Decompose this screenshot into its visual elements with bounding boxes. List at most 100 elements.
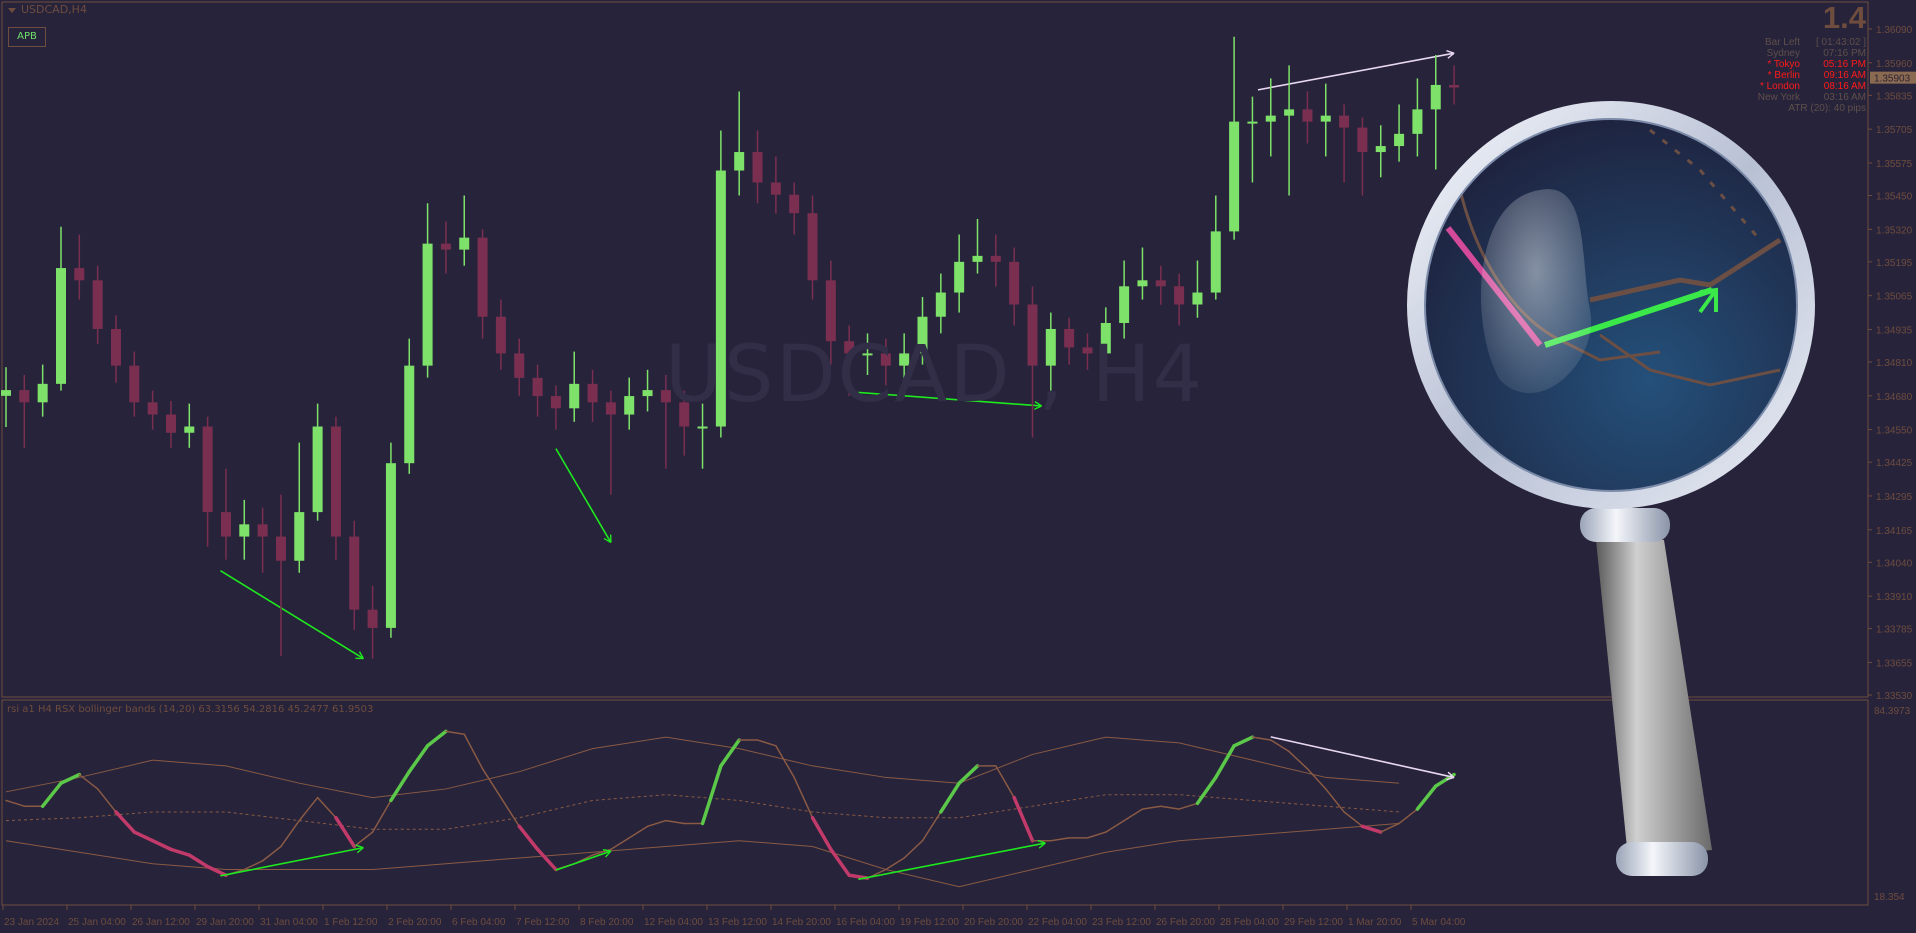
candle <box>990 234 1001 287</box>
rsx-segment <box>957 764 980 785</box>
candle <box>972 218 983 274</box>
rsx-segment <box>1398 808 1419 825</box>
chart-frame <box>1 1 1869 906</box>
rsx-segment <box>610 837 630 851</box>
date-tick-label: 26 Feb 20:00 <box>1156 917 1215 928</box>
candle <box>404 338 415 474</box>
rsx-segment <box>371 799 392 833</box>
candle <box>1100 307 1111 365</box>
candle-body <box>422 243 433 366</box>
rsx-divergence-line-arrowhead <box>356 847 364 854</box>
divergence-line <box>220 569 364 660</box>
rsx-segment <box>829 847 851 877</box>
candle <box>734 91 745 196</box>
rsx-segment <box>995 765 1015 799</box>
candle <box>569 351 580 422</box>
candle <box>110 315 121 383</box>
divergence-line-arrowhead <box>1446 50 1455 54</box>
candle-body <box>1027 304 1038 366</box>
dropdown-triangle-icon[interactable] <box>8 7 16 13</box>
candle-body <box>165 414 176 433</box>
session-value: [ 01:43:02 ] <box>1815 37 1866 48</box>
date-tick-label: 22 Feb 04:00 <box>1028 917 1087 928</box>
date-tick-label: 26 Jan 12:00 <box>132 917 190 928</box>
candle <box>752 130 763 204</box>
candle-body <box>624 396 635 415</box>
session-value: 03:16 AM <box>1823 92 1866 103</box>
candle-body <box>679 402 690 427</box>
candle-body <box>294 512 305 561</box>
rsx-segment <box>756 739 777 747</box>
rsx-segment <box>700 764 723 826</box>
candles <box>1 36 1460 659</box>
candle <box>184 403 195 448</box>
rsx-segment <box>1123 808 1144 822</box>
session-value: 05:16 PM <box>1823 59 1866 70</box>
candle <box>1357 117 1368 196</box>
rsx-divergence-line-arrowhead <box>604 850 612 858</box>
date-tick-label: 5 Mar 04:00 <box>1412 917 1466 928</box>
price-tick-label: 1.34810 <box>1876 358 1913 369</box>
candle-body <box>1229 121 1240 232</box>
candle <box>642 369 653 412</box>
candle-body <box>1174 286 1185 305</box>
candle <box>165 401 176 448</box>
apb-button[interactable]: APB <box>8 27 46 47</box>
candle-body <box>899 353 910 366</box>
rsx-segment <box>298 796 319 822</box>
divergence-line-arrowhead <box>1447 52 1455 59</box>
rsx-segment <box>1105 819 1125 833</box>
rsx-segment <box>334 815 357 849</box>
candle-body <box>312 426 323 513</box>
candle-body <box>752 152 763 183</box>
candle-body <box>1082 347 1093 354</box>
candle-body <box>1265 115 1276 122</box>
symbol-title[interactable]: USDCAD,H4 <box>8 3 87 16</box>
atr-readout: ATR (20): 40 pips <box>1788 103 1866 114</box>
candle-body <box>917 316 928 354</box>
candle <box>1082 333 1093 370</box>
candle <box>1229 36 1240 240</box>
candle <box>550 385 561 430</box>
indicator-axis-label: 84.3973 <box>1874 706 1911 717</box>
date-tick-label: 19 Feb 12:00 <box>900 917 959 928</box>
price-tick-label: 1.33655 <box>1876 658 1913 669</box>
session-value: 08:16 AM <box>1823 81 1866 92</box>
candle-body <box>972 255 983 262</box>
rsx-segment <box>628 825 649 839</box>
candle <box>1137 247 1148 300</box>
candle-body <box>715 170 726 427</box>
candle <box>220 468 231 560</box>
divergence-line-arrowhead <box>603 537 612 544</box>
date-tick-label: 13 Feb 12:00 <box>708 917 767 928</box>
candle-body <box>1100 322 1111 354</box>
session-label: New York <box>1757 92 1800 103</box>
rsx-segment <box>5 799 26 807</box>
candle-body <box>1357 127 1368 153</box>
candle <box>1412 78 1423 157</box>
current-price-marker <box>1870 71 1916 84</box>
candle-body <box>880 353 891 366</box>
candle <box>624 377 635 430</box>
candle <box>1302 91 1313 144</box>
candle <box>330 416 341 560</box>
rsx-divergence-line <box>555 850 612 871</box>
magnifier-ring <box>1407 101 1815 509</box>
candle <box>477 229 488 339</box>
rsx-segment <box>1415 784 1438 811</box>
rsx-segment <box>169 847 192 857</box>
candle <box>459 195 470 266</box>
candle <box>1265 78 1276 157</box>
candle-body <box>74 268 85 281</box>
indicator-label: rsi a1 H4 RSX bollinger bands (14,20) 63… <box>7 704 374 715</box>
magnifier-graphic <box>1407 101 1815 876</box>
candle-body <box>1412 109 1423 134</box>
candle <box>1320 83 1331 157</box>
candle-body <box>1320 115 1331 122</box>
rsx-segment <box>280 819 301 848</box>
divergence-line <box>858 391 1042 407</box>
rsx-segment <box>500 796 520 828</box>
rsx-segment <box>463 733 484 770</box>
date-tick-label: 6 Feb 04:00 <box>452 917 506 928</box>
